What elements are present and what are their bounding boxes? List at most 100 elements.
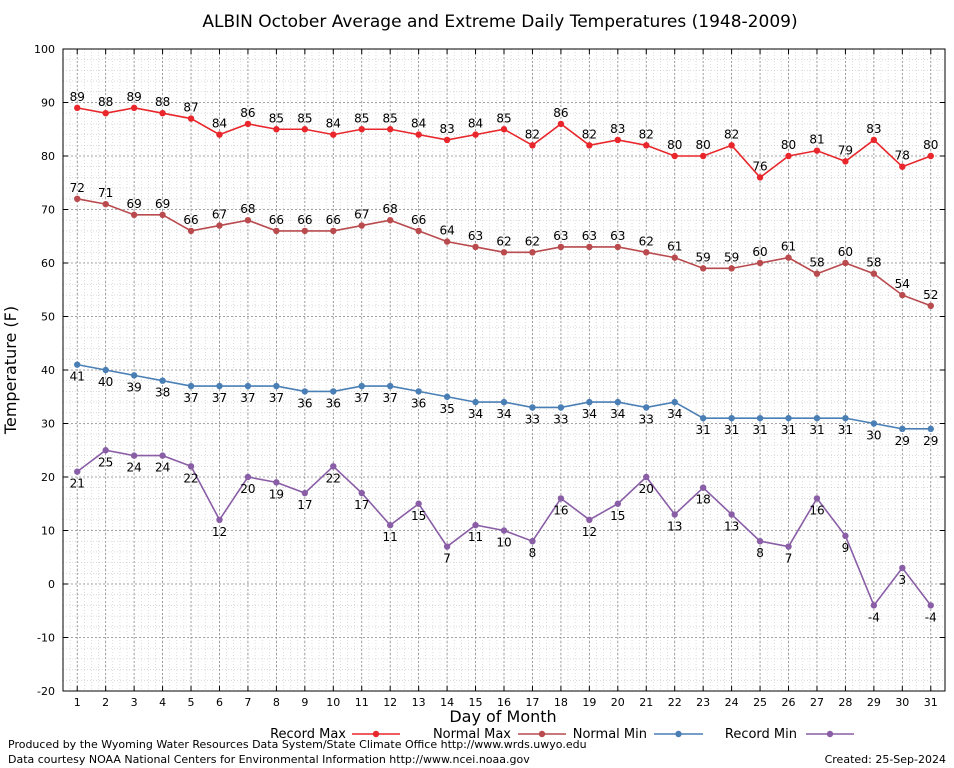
record-min-point xyxy=(102,447,109,454)
record-min-point xyxy=(643,473,650,481)
normal-max-point xyxy=(557,243,565,251)
record-min-point xyxy=(671,511,678,518)
normal-max-data-label: 61 xyxy=(781,240,796,254)
normal-max-data-label: 69 xyxy=(126,197,141,211)
record-max-point xyxy=(586,142,593,149)
record-max-point xyxy=(557,120,565,128)
x-axis-label: Day of Month xyxy=(449,707,556,726)
record-max-point xyxy=(443,136,451,144)
normal-min-point xyxy=(529,404,536,411)
record-max-data-label: 86 xyxy=(240,106,255,120)
record-min-data-label: 19 xyxy=(269,487,284,501)
normal-min-point xyxy=(216,382,223,390)
record-min-data-label: 15 xyxy=(610,509,625,523)
record-max-point xyxy=(244,120,252,128)
credit-line-2: Data courtesy NOAA National Centers for … xyxy=(8,753,530,766)
record-max-data-label: 79 xyxy=(838,143,853,157)
x-tick-label: 15 xyxy=(469,696,483,709)
record-max-point xyxy=(756,174,764,181)
normal-min-point xyxy=(842,414,849,422)
record-min-point xyxy=(159,452,166,459)
normal-max-data-label: 63 xyxy=(468,229,483,243)
normal-min-data-label: 39 xyxy=(126,380,141,394)
record-min-data-label: 24 xyxy=(126,461,141,475)
record-max-data-label: 84 xyxy=(468,117,483,131)
normal-min-point xyxy=(500,398,508,406)
normal-max-data-label: 52 xyxy=(923,288,938,302)
normal-min-data-label: 36 xyxy=(297,396,312,410)
record-max-point xyxy=(159,110,166,117)
record-min-point xyxy=(586,516,593,523)
normal-max-point xyxy=(358,222,365,229)
record-max-point xyxy=(927,152,934,160)
record-max-point xyxy=(102,110,109,117)
record-max-point xyxy=(130,104,138,112)
record-max-point xyxy=(842,158,849,165)
y-tick-label: 50 xyxy=(41,311,55,324)
normal-min-data-label: 38 xyxy=(155,386,170,400)
record-max-point xyxy=(699,152,707,160)
normal-max-data-label: 58 xyxy=(866,256,881,270)
normal-min-data-label: 30 xyxy=(866,429,881,443)
record-max-point xyxy=(358,126,365,133)
x-tick-label: 1 xyxy=(74,696,81,709)
normal-max-point xyxy=(842,259,849,267)
normal-min-data-label: 34 xyxy=(610,407,625,421)
normal-max-point xyxy=(699,265,707,272)
x-tick-label: 13 xyxy=(412,696,426,709)
record-max-point xyxy=(415,131,422,138)
x-tick-label: 31 xyxy=(924,696,938,709)
record-max-data-label: 83 xyxy=(439,122,454,136)
x-tick-label: 30 xyxy=(895,696,909,709)
normal-max-data-label: 66 xyxy=(297,213,312,227)
x-tick-label: 27 xyxy=(810,696,824,709)
record-max-point xyxy=(301,126,309,133)
normal-min-point xyxy=(699,414,707,422)
record-min-data-label: 24 xyxy=(155,461,170,475)
record-min-data-label: 7 xyxy=(785,552,793,566)
normal-min-point xyxy=(330,388,337,395)
record-max-data-label: 84 xyxy=(212,117,227,131)
record-min-point xyxy=(415,500,422,507)
record-max-data-label: 84 xyxy=(411,117,426,131)
normal-min-point xyxy=(785,414,792,422)
normal-min-data-label: 34 xyxy=(667,407,682,421)
x-tick-label: 10 xyxy=(326,696,340,709)
record-min-data-label: 11 xyxy=(468,530,483,544)
normal-max-data-label: 67 xyxy=(354,208,369,222)
record-max-data-label: 85 xyxy=(496,111,511,125)
normal-max-point xyxy=(244,217,252,224)
normal-max-point xyxy=(386,217,394,224)
x-tick-label: 5 xyxy=(188,696,195,709)
created-date: Created: 25-Sep-2024 xyxy=(824,753,946,766)
normal-max-point xyxy=(187,227,195,235)
y-tick-label: 20 xyxy=(41,471,55,484)
record-max-data-label: 76 xyxy=(752,159,767,173)
record-max-data-label: 87 xyxy=(183,101,198,115)
record-min-point xyxy=(273,479,280,486)
record-min-point xyxy=(813,495,821,502)
record-max-point xyxy=(529,142,536,149)
normal-min-data-label: 37 xyxy=(183,391,198,405)
normal-max-data-label: 54 xyxy=(895,277,910,291)
normal-min-point xyxy=(273,382,280,390)
normal-max-data-label: 61 xyxy=(667,240,682,254)
normal-min-data-label: 35 xyxy=(439,402,454,416)
normal-max-data-label: 60 xyxy=(838,245,853,259)
normal-min-point xyxy=(130,372,138,379)
record-min-point xyxy=(529,538,536,545)
x-tick-label: 12 xyxy=(383,696,397,709)
x-tick-label: 3 xyxy=(131,696,138,709)
x-tick-label: 28 xyxy=(838,696,852,709)
record-min-point xyxy=(899,564,906,572)
normal-min-data-label: 33 xyxy=(525,412,540,426)
chart-title: ALBIN October Average and Extreme Daily … xyxy=(202,12,797,32)
y-tick-label: 0 xyxy=(48,578,55,591)
normal-min-data-label: 31 xyxy=(781,423,796,437)
y-tick-label: 100 xyxy=(34,43,55,56)
x-tick-label: 25 xyxy=(753,696,767,709)
record-min-data-label: 12 xyxy=(212,525,227,539)
record-min-data-label: 20 xyxy=(240,482,255,496)
